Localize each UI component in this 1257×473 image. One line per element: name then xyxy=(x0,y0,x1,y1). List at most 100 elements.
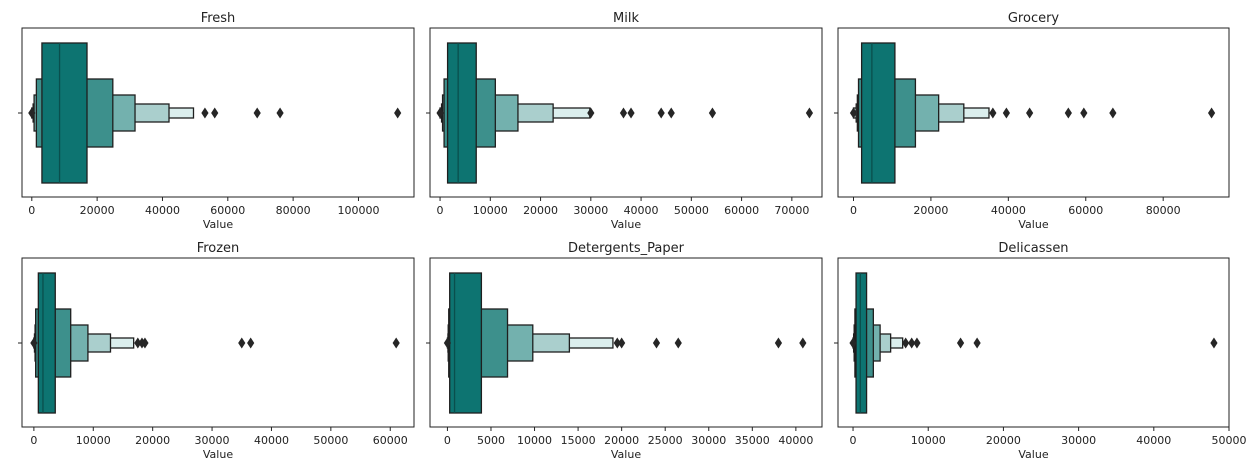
outlier-point xyxy=(805,107,814,119)
boxen-level-1 xyxy=(37,272,56,414)
x-tick-label: 60000 xyxy=(373,434,408,447)
x-tick-label: 70000 xyxy=(774,204,809,217)
outlier-point xyxy=(247,337,255,349)
x-tick-label: 20000 xyxy=(80,204,115,217)
x-tick-label: 35000 xyxy=(735,434,770,447)
outlier-point xyxy=(799,337,807,349)
outlier-point xyxy=(587,107,595,119)
outlier-point xyxy=(211,107,219,119)
x-tick-label: 60000 xyxy=(724,204,759,217)
x-tick-label: 15000 xyxy=(561,434,596,447)
outlier-point xyxy=(667,107,675,119)
outlier-point xyxy=(708,107,717,119)
x-tick-label: 50000 xyxy=(1212,434,1247,447)
outlier-point xyxy=(1109,107,1117,119)
panel-delicassen: Delicassen 0 10000 20000 30000 40000 50000 Valu… xyxy=(834,241,1247,461)
outlier-point xyxy=(774,337,783,349)
outlier-point xyxy=(913,337,921,349)
panel-title: Frozen xyxy=(197,241,240,256)
outlier-point xyxy=(652,337,661,349)
x-tick-label: 25000 xyxy=(648,434,683,447)
x-tick-label: 0 xyxy=(850,434,857,447)
outlier-point xyxy=(1026,107,1034,119)
x-tick-label: 40000 xyxy=(778,434,813,447)
x-tick-label: 30000 xyxy=(573,204,608,217)
panel-title: Delicassen xyxy=(998,241,1068,256)
outlier-point xyxy=(619,107,628,119)
x-tick-label: 80000 xyxy=(276,204,311,217)
x-tick-label: 0 xyxy=(28,204,35,217)
x-tick-label: 40000 xyxy=(1136,434,1171,447)
x-axis-label: Value xyxy=(203,218,233,231)
outlier-point xyxy=(1080,107,1088,119)
boxen-level-1 xyxy=(860,42,896,184)
x-tick-label: 0 xyxy=(30,434,37,447)
x-tick-label: 5000 xyxy=(477,434,505,447)
x-tick-label: 20000 xyxy=(135,434,170,447)
outlier-point xyxy=(908,337,916,349)
x-tick-label: 0 xyxy=(437,204,444,217)
x-tick-label: 40000 xyxy=(624,204,659,217)
panel-grocery: Grocery 0 20000 40000 60000 80000 Value xyxy=(834,11,1230,231)
x-tick-label: 60000 xyxy=(210,204,245,217)
x-tick-label: 20000 xyxy=(986,434,1021,447)
outlier-point xyxy=(30,337,38,349)
panel-title: Fresh xyxy=(201,11,236,26)
x-tick-label: 10000 xyxy=(76,434,111,447)
x-tick-label: 30000 xyxy=(195,434,230,447)
outlier-point xyxy=(1064,107,1072,119)
x-axis-label: Value xyxy=(611,218,641,231)
x-axis-label: Value xyxy=(1018,448,1048,461)
outlier-point xyxy=(902,337,910,349)
x-tick-label: 0 xyxy=(444,434,451,447)
x-tick-label: 10000 xyxy=(517,434,552,447)
x-tick-label: 100000 xyxy=(337,204,379,217)
x-tick-label: 20000 xyxy=(523,204,558,217)
x-axis-label: Value xyxy=(203,448,233,461)
outlier-point xyxy=(674,337,682,349)
boxen-level-1 xyxy=(41,42,88,184)
x-axis-label: Value xyxy=(611,448,641,461)
outlier-point xyxy=(392,337,400,349)
panel-frozen: Frozen 0 10000 20000 30000 40000 50000 60000 Val… xyxy=(18,241,415,461)
x-tick-label: 40000 xyxy=(254,434,289,447)
panel-milk: Milk 0 10000 20000 30000 40000 50000 60000 70000… xyxy=(426,11,823,231)
panel-title: Milk xyxy=(613,11,639,26)
outlier-point xyxy=(849,337,857,349)
x-tick-label: 10000 xyxy=(911,434,946,447)
x-tick-label: 80000 xyxy=(1146,204,1181,217)
x-tick-label: 40000 xyxy=(991,204,1026,217)
outlier-point xyxy=(436,107,444,119)
x-tick-label: 50000 xyxy=(674,204,709,217)
x-tick-label: 30000 xyxy=(1061,434,1096,447)
panel-title: Detergents_Paper xyxy=(568,241,685,256)
panel-title: Grocery xyxy=(1008,11,1060,26)
x-tick-label: 40000 xyxy=(145,204,180,217)
outlier-point xyxy=(253,107,261,119)
boxen-level-1 xyxy=(446,42,477,184)
boxen-level-1 xyxy=(855,272,868,414)
outlier-point xyxy=(989,107,997,119)
outlier-point xyxy=(276,107,284,119)
outlier-point xyxy=(1207,107,1216,119)
x-tick-label: 30000 xyxy=(691,434,726,447)
x-tick-label: 0 xyxy=(850,204,857,217)
x-axis-label: Value xyxy=(1018,218,1048,231)
outlier-point xyxy=(956,337,965,349)
x-tick-label: 20000 xyxy=(604,434,639,447)
panel-fresh: Fresh 0 20000 40000 60000 80000 100000 Value xyxy=(18,11,415,231)
outlier-point xyxy=(134,337,142,349)
outlier-point xyxy=(201,107,209,119)
x-tick-label: 20000 xyxy=(913,204,948,217)
outlier-point xyxy=(141,337,149,349)
x-tick-label: 60000 xyxy=(1068,204,1103,217)
outlier-point xyxy=(618,337,626,349)
outlier-point xyxy=(849,107,858,119)
outlier-point xyxy=(1210,337,1218,349)
outlier-point xyxy=(394,107,402,119)
outlier-point xyxy=(443,337,452,349)
outlier-point xyxy=(238,337,246,349)
outlier-point xyxy=(613,337,621,349)
outlier-point xyxy=(657,107,665,119)
